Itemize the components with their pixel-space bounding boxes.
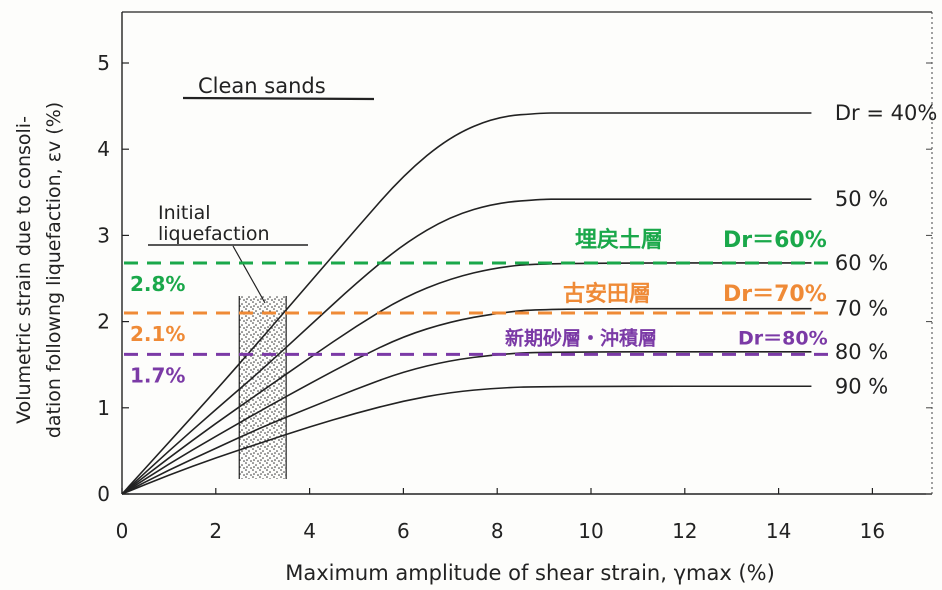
x-axis-label: Maximum amplitude of shear strain, γmax …: [285, 561, 775, 585]
y-tick-label: 4: [97, 137, 110, 161]
series-label: Dr = 40%: [835, 101, 937, 125]
curve-series: [121, 112, 812, 495]
initial-liquefaction-label-line2: liquefaction: [158, 223, 270, 245]
series-label: 60 %: [835, 251, 888, 275]
y-tick-label: 2: [97, 310, 110, 334]
x-tick-label: 16: [860, 519, 885, 543]
curve-series: [121, 385, 812, 495]
curve-series: [121, 350, 812, 495]
reference-value-label: 2.1%: [130, 322, 185, 346]
y-tick-label: 5: [97, 51, 110, 75]
clean-sands-underline: [182, 96, 375, 101]
curve-series: [121, 198, 812, 495]
reference-value-label: 1.7%: [130, 363, 185, 387]
x-tick-label: 12: [672, 519, 697, 543]
reference-value-label: 2.8%: [130, 272, 185, 296]
reference-layer-label: 古安田層: [563, 281, 651, 307]
x-tick-label: 14: [766, 519, 791, 543]
x-tick-label: 10: [578, 519, 603, 543]
x-tick-label: 6: [397, 519, 410, 543]
reference-layer-label: 埋戻土層: [575, 227, 663, 253]
x-tick-label: 0: [116, 519, 129, 543]
reference-dr-label: Dr＝70%: [723, 282, 827, 307]
curve-series: [121, 307, 812, 495]
series-label: 80 %: [835, 340, 888, 364]
y-axis-label-line1: Volumetric strain due to consoli-: [13, 116, 35, 424]
y-axis-label-line2: dation followng liquefaction, εv (%): [43, 102, 65, 438]
reference-dr-label: Dr＝80%: [738, 327, 828, 349]
initial-liquefaction-leader: [232, 245, 266, 304]
y-tick-label: 0: [97, 482, 110, 506]
initial-liquefaction-label-line1: Initial: [158, 202, 211, 224]
x-tick-label: 8: [491, 519, 504, 543]
x-tick-label: 2: [209, 519, 222, 543]
initial-liquefaction-band: [239, 296, 287, 479]
series-label: 50 %: [835, 187, 888, 211]
series-label: 70 %: [835, 297, 888, 321]
reference-dr-label: Dr＝60%: [723, 228, 827, 253]
clean-sands-label: Clean sands: [198, 74, 326, 98]
x-tick-label: 4: [303, 519, 316, 543]
y-tick-label: 3: [97, 223, 110, 247]
y-tick-label: 1: [97, 396, 110, 420]
reference-layer-label: 新期砂層・沖積層: [505, 326, 657, 349]
series-label: 90 %: [835, 374, 888, 398]
